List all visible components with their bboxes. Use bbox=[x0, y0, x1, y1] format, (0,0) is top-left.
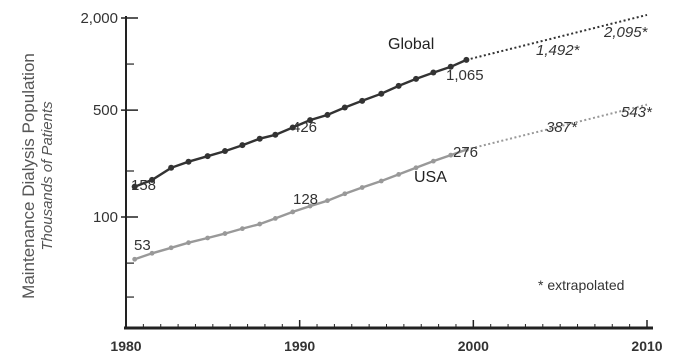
x-tick-label: 2000 bbox=[458, 338, 489, 354]
global-point bbox=[204, 153, 211, 160]
global-value-label: 158 bbox=[131, 177, 156, 194]
usa-point bbox=[290, 209, 296, 215]
y-axis-label-group: Maintenance Dialysis Population Thousand… bbox=[19, 53, 56, 299]
global-point bbox=[395, 82, 402, 89]
usa-point bbox=[257, 221, 263, 227]
global-value-label: 2,095* bbox=[603, 24, 649, 41]
extrapolated-footnote: * extrapolated bbox=[538, 277, 624, 293]
global-value-label: 1,492* bbox=[536, 42, 581, 59]
global-point bbox=[289, 124, 296, 131]
usa-point bbox=[378, 178, 384, 184]
y-tick-label: 100 bbox=[93, 209, 118, 226]
usa-value-label: 128 bbox=[293, 191, 318, 208]
y-axis-label: Maintenance Dialysis Population bbox=[19, 53, 38, 299]
usa-point bbox=[342, 191, 348, 197]
usa-point bbox=[132, 256, 138, 262]
usa-point bbox=[272, 216, 278, 221]
usa-point bbox=[413, 165, 419, 171]
usa-point bbox=[325, 198, 330, 204]
usa-value-label: 53 bbox=[134, 237, 151, 254]
usa-point bbox=[168, 245, 174, 251]
usa-point bbox=[186, 240, 191, 246]
axes: 2,000 500 100 1980 1990 2000 2010 bbox=[80, 10, 662, 354]
global-point bbox=[185, 158, 192, 165]
global-point bbox=[324, 111, 331, 118]
usa-value-label: 276 bbox=[453, 144, 478, 161]
usa-line bbox=[134, 148, 467, 261]
global-point bbox=[359, 97, 366, 104]
global-point bbox=[447, 63, 454, 70]
usa-series bbox=[132, 103, 648, 262]
usa-point bbox=[307, 203, 313, 209]
global-point bbox=[239, 142, 246, 149]
global-series bbox=[131, 13, 648, 190]
global-point bbox=[221, 148, 228, 155]
global-point bbox=[413, 75, 420, 82]
series-layer bbox=[131, 13, 648, 262]
global-point bbox=[378, 90, 385, 97]
usa-point bbox=[222, 231, 228, 236]
global-value-label: 426 bbox=[292, 119, 317, 136]
global-point bbox=[256, 135, 263, 142]
x-tick-label: 2010 bbox=[631, 338, 662, 354]
global-point bbox=[149, 176, 156, 183]
usa-value-label: 387* bbox=[546, 119, 578, 136]
y-tick-label: 2,000 bbox=[80, 10, 118, 27]
y-axis-sublabel: Thousands of Patients bbox=[39, 101, 56, 251]
global-point bbox=[272, 131, 279, 138]
global-point bbox=[430, 69, 437, 76]
usa-point bbox=[430, 158, 436, 164]
usa-point bbox=[239, 226, 245, 232]
global-point bbox=[341, 104, 348, 111]
usa-point bbox=[448, 152, 454, 158]
usa-value-label: 543* bbox=[621, 104, 653, 121]
usa-series-label: USA bbox=[414, 169, 447, 186]
global-point bbox=[168, 164, 175, 171]
global-series-label: Global bbox=[388, 36, 434, 53]
global-point bbox=[131, 183, 138, 190]
label-layer: Global USA 158 426 1,065 1,492* 2,095* 53 128 276… bbox=[131, 24, 653, 254]
x-tick-label: 1980 bbox=[110, 338, 141, 354]
usa-point bbox=[149, 250, 155, 256]
usa-point bbox=[359, 185, 365, 190]
global-line bbox=[134, 58, 467, 188]
x-tick-label: 1990 bbox=[284, 338, 315, 354]
y-tick-label: 500 bbox=[93, 102, 118, 119]
usa-point bbox=[205, 235, 211, 241]
usa-point bbox=[396, 172, 402, 177]
global-value-label: 1,065 bbox=[446, 67, 484, 84]
global-point bbox=[307, 117, 314, 124]
